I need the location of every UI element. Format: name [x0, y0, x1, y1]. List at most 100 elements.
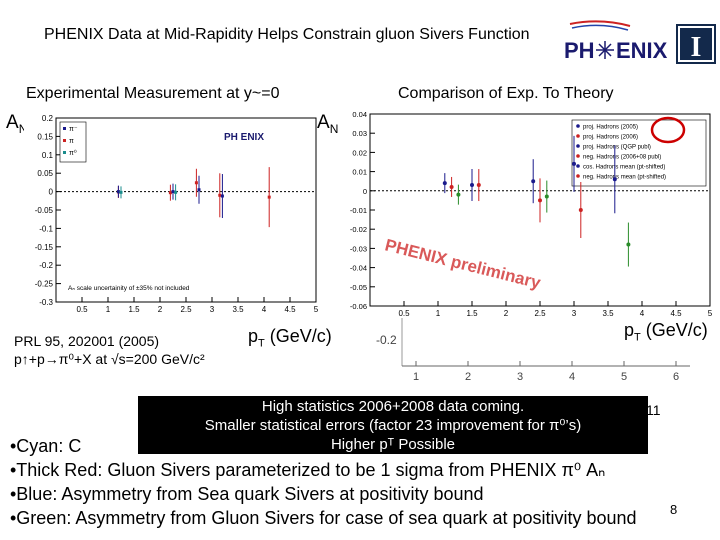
right-plot-panel: -0.06 -0.05 -0.04 -0.03 -0.02 -0.01 0 0.01 0.02 0… [340, 110, 720, 322]
right-legend-marker [576, 124, 580, 128]
slide-title: PHENIX Data at Mid-Rapidity Helps Constr… [44, 26, 530, 43]
right-data-point [578, 208, 583, 212]
right-y-tick-label: 0.01 [352, 168, 367, 177]
right-legend-label: neg. Hadrons (2006+08 publ) [583, 155, 661, 161]
left-y-axis-label: AN [6, 112, 27, 136]
left-y-tick-label: -0.25 [35, 280, 54, 289]
left-y-tick-label: -0.3 [39, 298, 53, 307]
left-legend-marker [63, 151, 66, 154]
right-data-point [538, 198, 542, 203]
right-data-point [470, 183, 474, 188]
right-data-point [476, 183, 481, 188]
right-x-tick-label: 5 [708, 309, 713, 318]
right-legend-label: cos. Hadrons mean (pt-shifted) [583, 165, 665, 171]
left-legend-label: π⁻ [69, 126, 78, 133]
left-data-point [267, 195, 271, 199]
right-data-point [544, 194, 549, 199]
right-legend-marker [576, 144, 580, 148]
reaction: p↑+p→π⁰+X at √s=200 GeV/c² [14, 351, 205, 367]
lower-x-tick-label: 1 [413, 371, 419, 383]
left-x-tick-label: 1 [106, 305, 111, 314]
lower-plot-fragment: -0.2 1 2 3 4 5 6 [376, 318, 690, 383]
stray-label: 11 [646, 402, 661, 418]
callout-box: High statistics 2006+2008 data coming. S… [138, 396, 648, 454]
left-data-point [116, 190, 120, 194]
left-x-tick-label: 3 [210, 305, 215, 314]
left-plot-note: Aₙ scale uncertainity of ±35% not includ… [68, 285, 190, 292]
right-x-tick-label: 3.5 [602, 309, 614, 318]
right-x-tick-label: 4 [640, 309, 645, 318]
right-y-tick-label: -0.01 [350, 206, 367, 215]
right-y-tick-label: -0.03 [350, 244, 367, 253]
right-x-axis-label: pT (GeV/c) [624, 320, 708, 344]
lower-x-tick-label: 2 [465, 371, 471, 383]
left-legend-marker [63, 139, 66, 142]
lower-tick-label: -0.2 [376, 333, 397, 347]
svg-text:I: I [691, 32, 702, 63]
right-legend-marker [576, 134, 580, 138]
citation-block: PRL 95, 202001 (2005) p↑+p→π⁰+X at √s=20… [14, 332, 205, 368]
right-data-point [531, 179, 536, 184]
left-data-point [220, 194, 224, 198]
left-x-tick-label: 2 [158, 305, 163, 314]
illinois-emblem-icon [676, 24, 716, 64]
right-legend-label: proj. Hadrons (QGP publ) [583, 145, 651, 151]
right-legend-label: proj. Hadrons (2005) [583, 125, 638, 131]
left-y-tick-label: 0.05 [37, 169, 53, 178]
right-x-tick-label: 1.5 [466, 309, 478, 318]
right-panel-heading: Comparison of Exp. To Theory [398, 85, 614, 102]
left-x-tick-label: 1.5 [128, 305, 140, 314]
left-y-tick-label: -0.2 [39, 261, 53, 270]
right-data-point [442, 181, 447, 186]
left-data-point [174, 190, 178, 194]
left-y-tick-label: 0.15 [37, 132, 53, 141]
right-y-tick-label: -0.02 [350, 225, 367, 234]
lower-x-tick-label: 4 [569, 371, 575, 383]
right-y-tick-label: 0.03 [352, 129, 367, 138]
callout-line-2: Smaller statistical errors (factor 23 im… [204, 417, 582, 434]
left-x-tick-label: 4.5 [284, 305, 296, 314]
logo-text-left: PH [564, 38, 595, 63]
left-legend-label: π [69, 138, 74, 145]
left-legend-label: π⁰ [69, 149, 77, 157]
callout-line-3: Higher pᵀ Possible [330, 436, 456, 453]
right-data-point [449, 184, 454, 189]
left-y-tick-label: -0.1 [39, 224, 53, 233]
callout-line-1: High statistics 2006+2008 data coming. [261, 398, 525, 415]
highlight-circle [650, 116, 686, 144]
lower-x-tick-label: 5 [621, 371, 627, 383]
bullet-list: •Cyan: C •Thick Red: Gluon Sivers parame… [10, 434, 720, 530]
right-chart: -0.06 -0.05 -0.04 -0.03 -0.02 -0.01 0 0.01 0.02 0… [350, 110, 713, 318]
left-data-point [194, 181, 198, 185]
right-legend-marker [576, 154, 580, 158]
bullet-thick-red: •Thick Red: Gluon Sivers parameterized t… [10, 460, 606, 480]
left-data-point [197, 188, 201, 192]
right-data-point [456, 192, 461, 197]
left-x-tick-label: 0.5 [76, 305, 88, 314]
right-legend-label: neg. Hadrons mean (pt-shifted) [583, 175, 666, 181]
left-plot-frame [55, 117, 317, 303]
left-x-axis-label: pT (GeV/c) [248, 326, 332, 350]
right-data-point [626, 242, 631, 247]
right-x-tick-label: 1 [436, 309, 441, 318]
left-x-tick-label: 2.5 [180, 305, 192, 314]
left-x-tick-label: 5 [314, 305, 319, 314]
right-y-tick-label: -0.05 [350, 283, 367, 292]
right-y-axis-label: AN [317, 112, 339, 136]
logo-star-icon [596, 41, 614, 59]
bullet-green: •Green: Asymmetry from Gluon Sivers for … [10, 508, 637, 528]
left-plot-panel: -0.3 -0.25 -0.2 -0.15 -0.1 -0.05 0 0.05 0.1 0.15 0… [24, 112, 324, 326]
left-y-tick-label: -0.05 [35, 206, 54, 215]
left-plot-logo: PH ENIX [224, 132, 264, 143]
left-y-tick-label: 0 [49, 188, 54, 197]
right-y-tick-label: 0 [363, 187, 367, 196]
left-data-point [119, 190, 123, 194]
left-y-tick-label: -0.15 [35, 243, 54, 252]
right-y-tick-label: -0.06 [350, 302, 367, 311]
page-number: 8 [670, 502, 678, 517]
right-x-tick-label: 4.5 [670, 309, 682, 318]
left-data-point [218, 193, 222, 197]
right-data-point [572, 161, 576, 166]
left-x-tick-label: 3.5 [232, 305, 244, 314]
left-chart: -0.3 -0.25 -0.2 -0.15 -0.1 -0.05 0 0.05 0.1 0.15 0… [35, 114, 319, 314]
